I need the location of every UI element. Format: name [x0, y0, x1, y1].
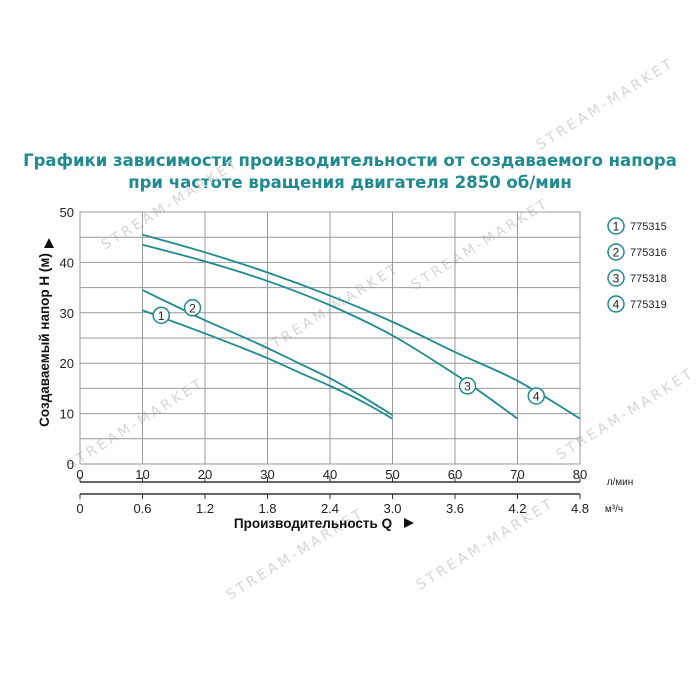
x-tick-label: 0 [76, 467, 83, 482]
series-marker-label: 1 [158, 309, 165, 323]
watermark-text: STREAM-MARKET [534, 55, 678, 153]
watermark-text: STREAM-MARKET [554, 365, 698, 463]
y-tick-label: 30 [60, 306, 74, 321]
x2-tick-label: 4.2 [508, 501, 526, 516]
legend-entry: 775318 [630, 273, 667, 285]
watermark-text: STREAM-MARKET [99, 155, 243, 253]
series-marker-label: 2 [189, 301, 196, 315]
x2-tick-label: 0.6 [133, 501, 151, 516]
y-tick-label: 20 [60, 356, 74, 371]
y-tick-label: 10 [60, 407, 74, 422]
x-tick-label: 50 [385, 467, 399, 482]
watermark-text: STREAM-MARKET [409, 195, 553, 293]
series-marker [183, 299, 202, 317]
x2-tick-label: 3.6 [446, 501, 464, 516]
legend-marker [607, 295, 625, 313]
chart-title-line-1: Графики зависимости производительности о… [23, 151, 677, 170]
series-line [142, 233, 581, 420]
x-tick-label: 40 [323, 467, 337, 482]
series-marker [152, 306, 170, 325]
x-tick-label: 60 [448, 467, 462, 482]
x2-tick-label: 2.4 [321, 501, 339, 516]
legend-entry: 775316 [630, 247, 667, 259]
x2-tick-label: 0 [76, 501, 83, 516]
x-axis-label: Производительность Q [234, 516, 392, 531]
x2-tick-label: 4.8 [571, 501, 589, 516]
x-tick-label: 10 [135, 467, 149, 482]
legend-marker [607, 243, 625, 261]
chart-title-line-2: при частоте вращения двигателя 2850 об/м… [128, 173, 572, 192]
y-tick-label: 40 [60, 255, 74, 270]
x-tick-label: 30 [260, 467, 274, 482]
x-unit-secondary: м³/ч [605, 504, 623, 515]
y-axis-arrow-icon [44, 238, 54, 248]
series-marker-label: 3 [464, 379, 471, 393]
x2-tick-label: 1.8 [258, 501, 276, 516]
legend-entry: 775315 [630, 221, 667, 233]
legend-marker-label: 3 [613, 272, 620, 286]
legend-marker-label: 2 [613, 246, 620, 260]
x-unit-primary: л/мин [607, 477, 634, 488]
x-tick-label: 70 [510, 467, 524, 482]
legend-marker-label: 1 [613, 220, 620, 234]
y-tick-label: 50 [60, 205, 74, 220]
series-marker [458, 377, 477, 395]
legend-marker [607, 217, 625, 235]
y-tick-label: 0 [67, 457, 74, 472]
legend-entry: 775319 [630, 299, 667, 311]
chart-title: Графики зависимости производительности о… [0, 150, 700, 194]
watermark-text: STREAM-MARKET [64, 375, 208, 473]
series-marker [527, 387, 545, 405]
legend-marker-label: 4 [613, 298, 620, 312]
x2-tick-label: 1.2 [196, 501, 214, 516]
series-line [142, 309, 393, 420]
y-axis-label: Создаваемый напор H (м) [37, 253, 52, 427]
legend-marker [607, 269, 625, 287]
series-line [142, 289, 393, 416]
watermark-text: STREAM-MARKET [259, 260, 403, 358]
x-tick-label: 80 [573, 467, 587, 482]
series-marker-label: 4 [533, 389, 540, 403]
x2-tick-label: 3.0 [383, 501, 401, 516]
watermark-text: STREAM-MARKET [414, 495, 558, 593]
series-line [142, 243, 519, 420]
x-tick-label: 20 [198, 467, 212, 482]
x-axis-arrow-icon [404, 518, 414, 528]
